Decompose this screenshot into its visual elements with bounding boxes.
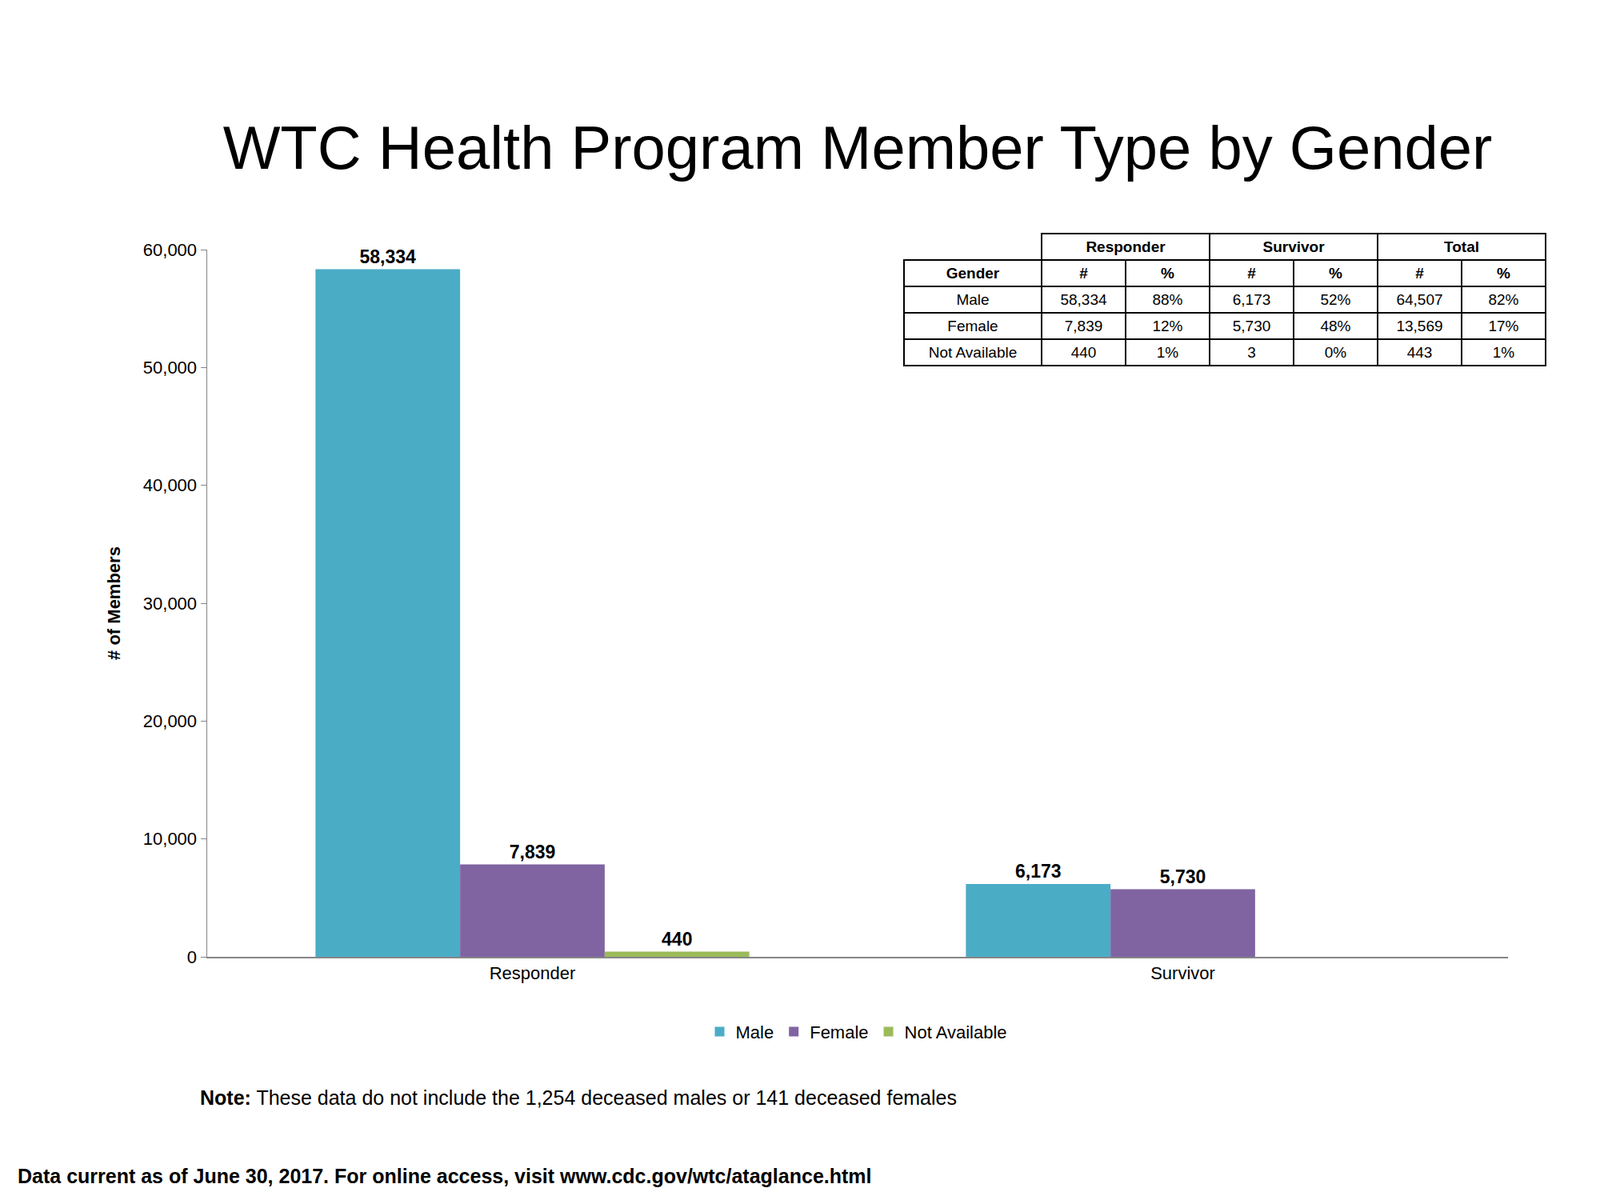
html-text:64,507: 64,507 [1396,290,1443,308]
svg-text:7,839: 7,839 [509,841,556,863]
svg-text:50,000: 50,000 [143,357,197,378]
html-text:Note: These data do not includ: Note: These data do not include the 1,25… [200,1086,957,1109]
svg-text:30,000: 30,000 [143,593,197,614]
html-text:5,730: 5,730 [1232,317,1271,334]
html-text:48%: 48% [1320,317,1351,334]
html-text:88%: 88% [1152,290,1183,308]
html-text:52%: 52% [1320,290,1351,308]
svg-text:60,000: 60,000 [143,240,197,260]
svg-text:10,000: 10,000 [143,828,197,849]
html-text:13,569: 13,569 [1396,317,1443,334]
html-text:3: 3 [1247,343,1256,361]
svg-text:WTC Health Program Member Type: WTC Health Program Member Type by Gender [223,113,1493,182]
svg-text:Female: Female [809,1022,868,1043]
html-text:7,839: 7,839 [1064,317,1103,334]
svg-text:20,000: 20,000 [143,711,197,732]
svg-text:Not Available: Not Available [904,1022,1008,1043]
svg-text:6,173: 6,173 [1015,860,1062,882]
html-text:17%: 17% [1488,317,1519,334]
html-text:12%: 12% [1152,317,1183,334]
svg-text:Responder: Responder [489,963,576,984]
svg-text:5,730: 5,730 [1160,866,1207,888]
html-text:Not Available: Not Available [928,343,1018,361]
html-text:82%: 82% [1488,290,1519,308]
html-text:440: 440 [1070,343,1097,361]
html-text:1%: 1% [1492,343,1515,361]
html-text:Total: Total [1444,238,1480,255]
svg-text:0: 0 [187,947,197,968]
svg-text:40,000: 40,000 [143,475,197,496]
svg-text:440: 440 [661,928,692,950]
html-text:443: 443 [1406,343,1433,361]
html-text:1%: 1% [1156,343,1179,361]
html-text:Responder: Responder [1085,238,1166,255]
html-text:Data current as of June 30, 20: Data current as of June 30, 2017. For on… [17,1164,872,1188]
html-text:58,334: 58,334 [1060,290,1107,308]
html-text:Survivor: Survivor [1262,238,1325,255]
html-text:6,173: 6,173 [1232,290,1271,308]
html-text:Male: Male [956,290,990,308]
svg-text:Male: Male [736,1022,775,1043]
svg-text:58,334: 58,334 [359,246,416,268]
svg-text:# of Members: # of Members [104,546,124,660]
svg-text:Survivor: Survivor [1150,963,1216,984]
html-text:Female: Female [947,317,999,334]
html-text:Gender: Gender [946,264,1000,282]
html-text:0%: 0% [1324,343,1347,361]
